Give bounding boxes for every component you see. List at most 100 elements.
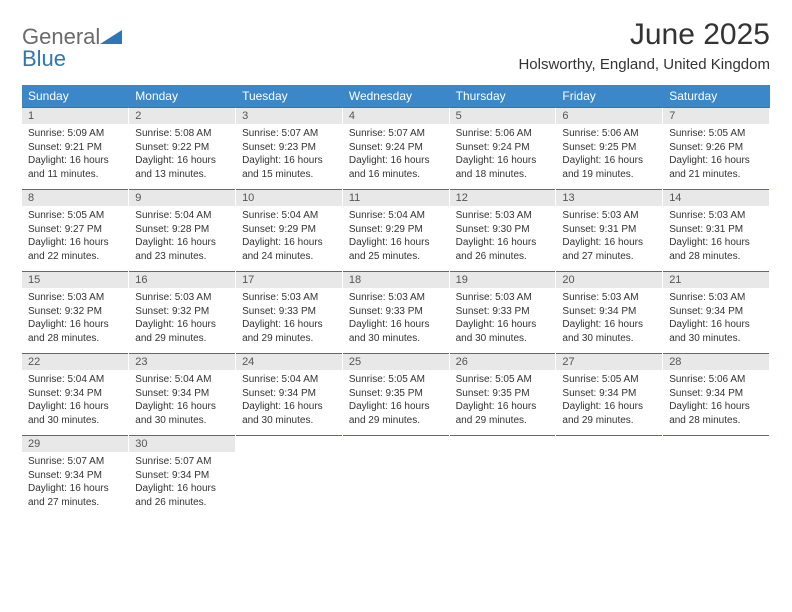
day-number-cell: 4 [342,108,449,125]
day-number-cell [663,436,770,453]
day-content-cell: Sunrise: 5:06 AMSunset: 9:34 PMDaylight:… [663,370,770,436]
calendar-header-row: SundayMondayTuesdayWednesdayThursdayFrid… [22,85,770,108]
sunrise-line: Sunrise: 5:08 AM [135,128,211,139]
day-header-wednesday: Wednesday [342,85,449,108]
daylight-line: Daylight: 16 hours and 13 minutes. [135,155,216,180]
sunrise-line: Sunrise: 5:06 AM [562,128,638,139]
day-content-cell: Sunrise: 5:07 AMSunset: 9:24 PMDaylight:… [342,124,449,190]
day-number-cell: 13 [556,190,663,207]
day-content-cell [663,452,770,517]
sunrise-line: Sunrise: 5:04 AM [349,210,425,221]
daylight-line: Daylight: 16 hours and 28 minutes. [28,319,109,344]
daylight-line: Daylight: 16 hours and 25 minutes. [349,237,430,262]
day-number-cell: 12 [449,190,556,207]
daylight-line: Daylight: 16 hours and 26 minutes. [135,483,216,508]
daylight-line: Daylight: 16 hours and 18 minutes. [456,155,537,180]
sunrise-line: Sunrise: 5:03 AM [242,292,318,303]
calendar-body: 1234567 Sunrise: 5:09 AM Sunset: 9:21 PM Da… [22,108,770,518]
sunrise-line: Sunrise: 5:03 AM [349,292,425,303]
week-3-numbers: 22232425262728 [22,354,770,371]
day-content-cell: Sunrise: 5:06 AM Sunset: 9:24 PM Daylight:… [449,124,556,190]
daylight-line: Daylight: 16 hours and 28 minutes. [669,237,750,262]
sunrise-line: Sunrise: 5:03 AM [28,292,104,303]
sunset-line: Sunset: 9:28 PM [135,224,209,235]
sunset-line: Sunset: 9:30 PM [456,224,530,235]
day-header-thursday: Thursday [449,85,556,108]
sunrise-line: Sunrise: 5:03 AM [669,210,745,221]
logo: General Blue [22,26,122,70]
day-content-cell [449,452,556,517]
day-content-cell: Sunrise: 5:03 AMSunset: 9:31 PMDaylight:… [663,206,770,272]
day-header-friday: Friday [556,85,663,108]
sunset-line: Sunset: 9:34 PM [28,388,102,399]
sunrise-line: Sunrise: 5:06 AM [669,374,745,385]
sunset-line: Sunset: 9:34 PM [669,388,743,399]
sunset-line: Sunset: 9:33 PM [349,306,423,317]
sunset-line: Sunset: 9:21 PM [28,142,102,153]
day-number-cell [342,436,449,453]
day-number-cell: 28 [663,354,770,371]
title-block: June 2025 Holsworthy, England, United Ki… [518,18,770,73]
day-number-cell: 19 [449,272,556,289]
daylight-line: Daylight: 16 hours and 29 minutes. [349,401,430,426]
day-content-cell: Sunrise: 5:09 AMSunset: 9:21 PMDaylight:… [22,124,129,190]
sunset-line: Sunset: 9:34 PM [669,306,743,317]
daylight-line: Daylight: 16 hours and 30 minutes. [456,319,537,344]
week-4-numbers: 2930 [22,436,770,453]
sunrise-line: Sunrise: 5:05 AM [28,210,104,221]
day-number-cell: 10 [236,190,343,207]
day-content-cell: Sunrise: 5:07 AMSunset: 9:23 PMDaylight:… [236,124,343,190]
daylight-line: Daylight: 16 hours and 30 minutes. [669,319,750,344]
week-0-content: Sunrise: 5:09 AM Sunset: 9:21 PM Daylight:… [22,124,770,190]
sunrise-line: Sunrise: 5:05 AM [562,374,638,385]
daylight-line: Daylight: 16 hours and 26 minutes. [456,237,537,262]
sunset-line: Sunset: 9:31 PM [562,224,636,235]
day-number-cell: 8 [22,190,129,207]
sunset-line: Sunset: 9:32 PM [28,306,102,317]
sunrise-line: Sunrise: 5:03 AM [669,292,745,303]
sunrise-line: Sunrise: 5:03 AM [135,292,211,303]
daylight-line: Daylight: 16 hours and 30 minutes. [135,401,216,426]
day-number-cell: 15 [22,272,129,289]
week-0-numbers: 1234567 [22,108,770,125]
page: General Blue June 2025 Holsworthy, Engla… [0,0,792,535]
logo-word-blue: Blue [22,46,66,71]
logo-text: General Blue [22,26,122,70]
day-content-cell: Sunrise: 5:05 AMSunset: 9:35 PMDaylight:… [449,370,556,436]
day-content-cell [342,452,449,517]
sunrise-line: Sunrise: 5:06 AM [456,128,532,139]
sunrise-line: Sunrise: 5:04 AM [28,374,104,385]
daylight-line: Daylight: 16 hours and 30 minutes. [349,319,430,344]
daylight-line: Daylight: 16 hours and 24 minutes. [242,237,323,262]
daylight-line: Daylight: 16 hours and 27 minutes. [28,483,109,508]
day-header-monday: Monday [129,85,236,108]
day-content-cell: Sunrise: 5:03 AMSunset: 9:31 PMDaylight:… [556,206,663,272]
day-content-cell: Sunrise: 5:05 AMSunset: 9:26 PMDaylight:… [663,124,770,190]
daylight-line: Daylight: 16 hours and 30 minutes. [28,401,109,426]
sunrise-line: Sunrise: 5:04 AM [135,210,211,221]
day-number-cell: 26 [449,354,556,371]
day-number-cell: 11 [342,190,449,207]
location: Holsworthy, England, United Kingdom [518,56,770,73]
day-content-cell: Sunrise: 5:06 AMSunset: 9:25 PMDaylight:… [556,124,663,190]
day-content-cell: Sunrise: 5:05 AMSunset: 9:35 PMDaylight:… [342,370,449,436]
month-title: June 2025 [518,18,770,52]
day-number-cell: 21 [663,272,770,289]
sunset-line: Sunset: 9:34 PM [562,306,636,317]
sunrise-line: Sunrise: 5:09 AM [28,128,104,139]
day-content-cell: Sunrise: 5:07 AMSunset: 9:34 PMDaylight:… [129,452,236,517]
day-number-cell: 6 [556,108,663,125]
day-number-cell [556,436,663,453]
day-number-cell: 1 [22,108,129,125]
sunset-line: Sunset: 9:24 PM [456,142,530,153]
sunrise-line: Sunrise: 5:03 AM [456,292,532,303]
sunset-line: Sunset: 9:35 PM [456,388,530,399]
sunset-line: Sunset: 9:29 PM [242,224,316,235]
day-content-cell: Sunrise: 5:03 AMSunset: 9:34 PMDaylight:… [556,288,663,354]
day-content-cell: Sunrise: 5:04 AMSunset: 9:28 PMDaylight:… [129,206,236,272]
week-3-content: Sunrise: 5:04 AM Sunset: 9:34 PM Daylight:… [22,370,770,436]
day-header-tuesday: Tuesday [236,85,343,108]
daylight-line: Daylight: 16 hours and 29 minutes. [135,319,216,344]
daylight-line: Daylight: 16 hours and 29 minutes. [456,401,537,426]
week-1-content: Sunrise: 5:05 AMSunset: 9:27 PMDaylight:… [22,206,770,272]
